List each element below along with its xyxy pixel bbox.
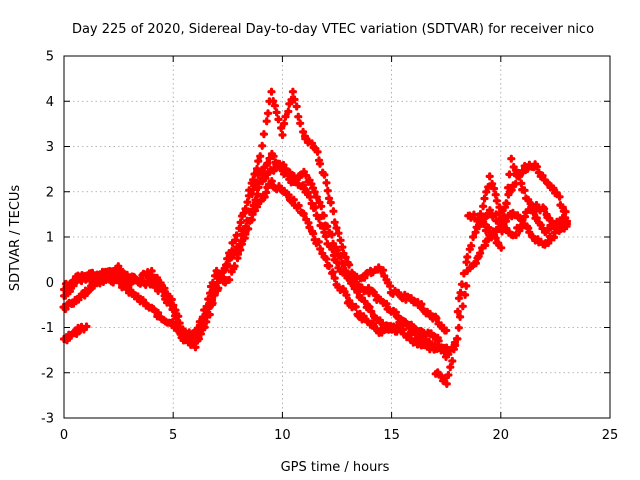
x-axis-label: GPS time / hours	[281, 460, 390, 475]
series-arc-9	[475, 206, 571, 249]
x-tick-label: 0	[60, 428, 68, 443]
chart-title: Day 225 of 2020, Sidereal Day-to-day VTE…	[72, 22, 594, 37]
series-arc-5	[59, 322, 91, 345]
series-arc-8	[464, 154, 572, 252]
series-markers-arc-5	[59, 322, 91, 345]
series-arc-4	[245, 87, 451, 335]
series-markers-arc-4	[245, 87, 451, 335]
grid	[64, 56, 610, 418]
x-tick-label: 20	[493, 428, 510, 443]
axis-ticks: 0 5 10 15 20 25 -3 -2 -1 0 1 2 3 4 5	[41, 50, 618, 444]
plot-frame	[63, 55, 611, 419]
data-series	[59, 87, 572, 388]
y-tick-label: 2	[46, 185, 54, 200]
y-tick-label: -2	[41, 366, 54, 381]
x-tick-label: 25	[602, 428, 619, 443]
y-tick-label: 5	[46, 50, 54, 65]
y-tick-label: -3	[41, 412, 54, 427]
series-markers-arc-9	[475, 206, 571, 249]
x-tick-label: 5	[169, 428, 177, 443]
y-tick-label: 3	[46, 140, 54, 155]
y-tick-label: -1	[41, 321, 54, 336]
series-markers-arc-8	[464, 154, 572, 252]
y-axis-label: SDTVAR / TECUs	[8, 185, 23, 292]
x-tick-label: 15	[383, 428, 400, 443]
y-tick-label: 1	[46, 231, 54, 246]
y-tick-label: 4	[46, 95, 54, 110]
y-tick-label: 0	[46, 276, 54, 291]
x-tick-label: 10	[274, 428, 291, 443]
